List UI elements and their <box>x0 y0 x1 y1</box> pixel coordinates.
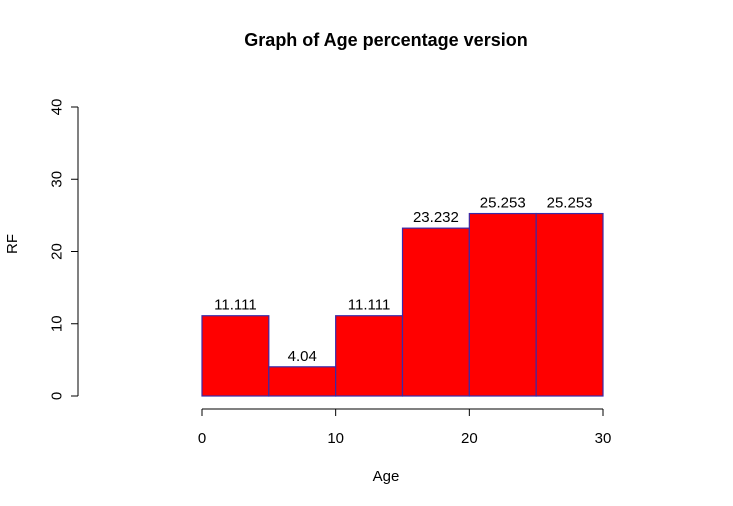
y-tick-label: 40 <box>49 99 66 116</box>
bar <box>335 315 404 397</box>
y-tick-label: 0 <box>49 392 66 400</box>
bar-data-label: 23.232 <box>413 209 459 226</box>
y-axis: 0 10 20 30 40 <box>49 99 79 400</box>
bar-data-label: 4.04 <box>288 348 317 365</box>
bar-data-label: 11.111 <box>348 297 391 314</box>
bar <box>535 212 604 397</box>
y-axis-label: RF <box>4 234 21 254</box>
x-tick-label: 20 <box>461 430 478 447</box>
x-tick-label: 30 <box>595 430 612 447</box>
y-tick-label: 10 <box>49 315 66 332</box>
y-tick-label: 30 <box>49 171 66 188</box>
y-tick-label: 20 <box>49 243 66 260</box>
bar <box>268 366 337 397</box>
bar <box>468 212 537 397</box>
bar-data-label: 11.111 <box>214 297 257 314</box>
x-axis-label: Age <box>373 468 400 485</box>
bar <box>201 315 270 397</box>
bar-data-label: 25.253 <box>547 195 593 212</box>
data-labels-group: 11.111 4.04 11.111 23.232 25.253 25.253 <box>214 195 592 365</box>
x-tick-label: 0 <box>198 430 206 447</box>
chart-title: Graph of Age percentage version <box>244 30 527 50</box>
bar <box>401 227 470 397</box>
bars-group <box>201 212 604 397</box>
x-tick-label: 10 <box>327 430 344 447</box>
x-axis: 0 10 20 30 <box>198 408 612 447</box>
bar-data-label: 25.253 <box>480 195 526 212</box>
